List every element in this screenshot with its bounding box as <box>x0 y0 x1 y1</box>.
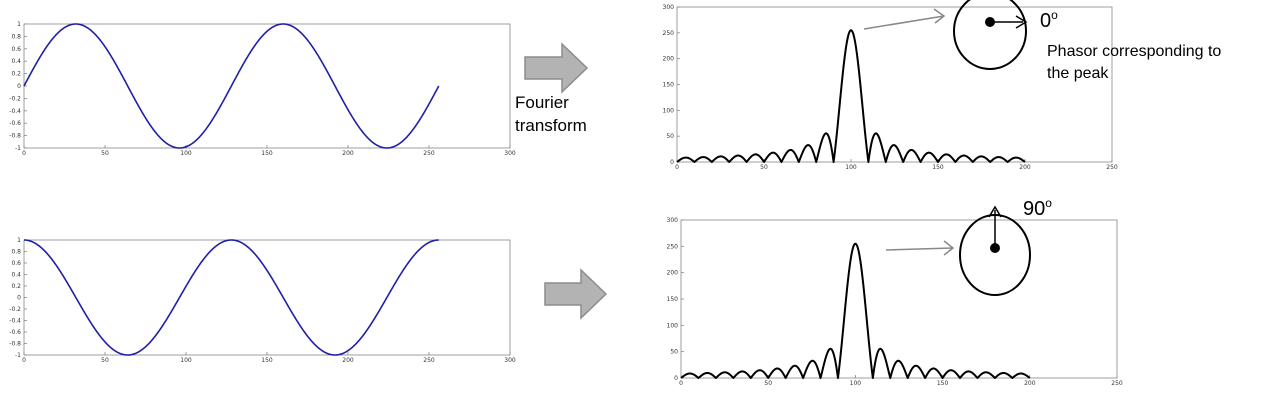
plots-layer: 0 50 100 150 200 250 30010.80.60.40.20-0.2-0.4… <box>9 4 1123 387</box>
y-tick-label: 300 <box>667 217 679 224</box>
x-tick-label: 250 <box>1111 380 1123 387</box>
y-tick-label: 200 <box>663 56 675 63</box>
phase-label-bottom: 90o <box>1023 196 1052 220</box>
y-tick-label: 0.8 <box>11 33 21 40</box>
y-tick-label: -0.6 <box>9 120 21 127</box>
y-tick-label: 50 <box>670 349 678 356</box>
peak-pointer-top <box>863 15 945 30</box>
x-tick-label: 300 <box>504 150 516 157</box>
x-tick-label: 150 <box>261 357 273 364</box>
y-tick-label: -0.4 <box>9 318 21 325</box>
y-tick-label: 0.4 <box>11 58 21 65</box>
y-tick-label: 0.6 <box>11 46 21 53</box>
x-tick-label: 250 <box>423 150 435 157</box>
x-tick-label: 150 <box>932 164 944 171</box>
fourier-arrow-top-icon <box>524 42 589 94</box>
x-tick-label: 0 <box>22 357 26 364</box>
phasor-note-line1: Phasor corresponding to <box>1047 43 1221 60</box>
x-tick-label: 200 <box>1019 164 1031 171</box>
plot-frame <box>680 219 1118 379</box>
y-tick-label: 0.2 <box>11 71 21 78</box>
x-tick-label: 200 <box>342 357 354 364</box>
x-tick-label: 100 <box>845 164 857 171</box>
y-tick-label: 100 <box>663 107 675 114</box>
y-tick-label: 150 <box>667 296 679 303</box>
y-tick-label: 1 <box>17 21 21 28</box>
x-tick-label: 50 <box>101 150 109 157</box>
x-tick-label: 0 <box>22 150 26 157</box>
y-tick-label: -1 <box>15 145 21 152</box>
sine-top-chart: 0 50 100 150 200 250 300 1 0.8 0.6 0.4 0.2 0 -0.2 -0.4… <box>9 21 516 157</box>
spectrum-top-chart: 0 50 100 150 200 250 0 50 100 150 200 250 300 <box>663 4 1118 171</box>
y-tick-label: -0.2 <box>9 306 21 313</box>
phasor-circle-top <box>953 0 1027 70</box>
y-tick-label: 250 <box>663 30 675 37</box>
y-tick-label: 100 <box>667 322 679 329</box>
y-tick-label: -0.6 <box>9 329 21 336</box>
fourier-arrow-bottom-icon <box>544 268 608 320</box>
peak-pointer-bottom-head <box>943 240 955 256</box>
y-tick-label: 0 <box>17 83 21 90</box>
x-tick-label: 0 <box>679 380 683 387</box>
y-tick-label: 1 <box>17 237 21 244</box>
x-tick-label: 250 <box>1106 164 1118 171</box>
y-tick-label: 0 <box>670 159 674 166</box>
signal-curve <box>23 23 440 149</box>
x-tick-label: 100 <box>180 150 192 157</box>
fourier-label-line1: Fourier <box>515 93 569 112</box>
x-tick-label: 150 <box>261 150 273 157</box>
phasor-vector-bottom-head <box>988 205 1002 218</box>
y-tick-label: -1 <box>15 352 21 359</box>
y-tick-label: 0 <box>674 375 678 382</box>
x-tick-label: 300 <box>504 357 516 364</box>
peak-pointer-bottom <box>885 247 954 251</box>
spectrum-curve <box>680 242 1031 379</box>
y-tick-label: -0.2 <box>9 95 21 102</box>
y-tick-label: 50 <box>666 133 674 140</box>
peak-pointer-top-head <box>933 8 946 24</box>
fourier-label-line2: transform <box>515 116 587 135</box>
x-tick-label: 50 <box>764 380 772 387</box>
plot-frame <box>23 239 511 356</box>
x-tick-label: 250 <box>423 357 435 364</box>
x-tick-label: 200 <box>1024 380 1036 387</box>
spectrum-bottom-chart: 0 50 100 150 200 250 0 50 100 150 200 250 300 <box>667 217 1123 387</box>
y-tick-label: 0.2 <box>11 283 21 290</box>
spectrum-curve <box>676 29 1026 163</box>
plot-frame <box>23 23 511 149</box>
phase-label-top: 0o <box>1040 8 1058 32</box>
x-tick-label: 100 <box>180 357 192 364</box>
phasor-vector-top-head <box>1015 15 1028 29</box>
y-tick-label: 250 <box>667 243 679 250</box>
y-tick-label: 0.4 <box>11 272 21 279</box>
y-tick-label: 0 <box>17 295 21 302</box>
y-tick-label: 0.6 <box>11 260 21 267</box>
y-tick-label: -0.8 <box>9 341 21 348</box>
x-tick-label: 200 <box>342 150 354 157</box>
y-tick-label: 300 <box>663 4 675 11</box>
x-tick-label: 50 <box>760 164 768 171</box>
y-tick-label: -0.4 <box>9 108 21 115</box>
x-tick-label: 0 <box>675 164 679 171</box>
x-tick-label: 150 <box>937 380 949 387</box>
sine-bottom-chart: 0 50 100 150 200 250 300 1 0.8 0.6 0.4 0.2 0 -0.2 -0.4… <box>9 237 516 364</box>
y-tick-label: 200 <box>667 270 679 277</box>
phasor-note-line2: the peak <box>1047 65 1109 82</box>
y-tick-label: -0.8 <box>9 133 21 140</box>
signal-curve <box>23 239 440 356</box>
x-tick-label: 100 <box>850 380 862 387</box>
x-tick-label: 50 <box>101 357 109 364</box>
y-tick-label: 150 <box>663 82 675 89</box>
y-tick-label: 0.8 <box>11 249 21 256</box>
